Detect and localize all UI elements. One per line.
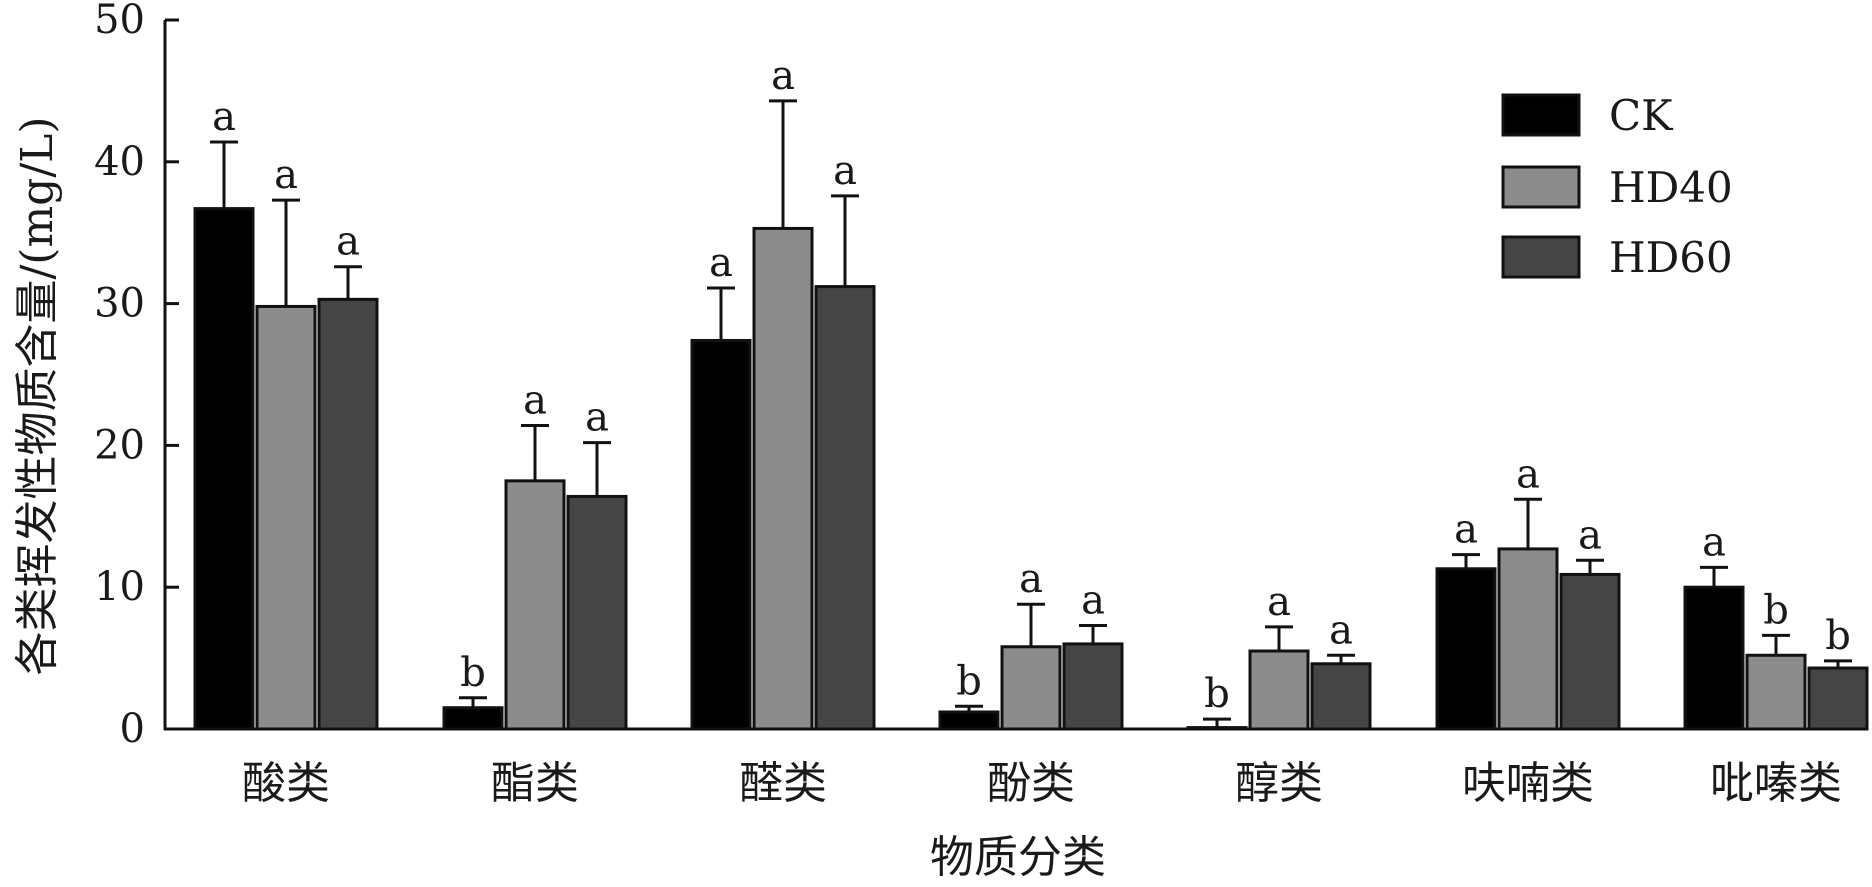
significance-letter: a bbox=[585, 395, 609, 441]
bar bbox=[1497, 547, 1559, 731]
y-axis-title: 各类挥发性物质含量/(mg/L) bbox=[12, 116, 63, 675]
significance-letter: b bbox=[1763, 587, 1789, 633]
bar bbox=[1062, 642, 1124, 731]
x-tick-label: 醛类 bbox=[739, 758, 827, 809]
bar bbox=[1186, 726, 1248, 731]
significance-letter: b bbox=[460, 650, 486, 696]
bar bbox=[566, 494, 628, 731]
significance-letter: b bbox=[1204, 671, 1230, 717]
y-tick-label: 20 bbox=[94, 422, 145, 468]
significance-letter: a bbox=[1267, 579, 1291, 625]
y-tick-label: 30 bbox=[94, 281, 145, 327]
bar bbox=[690, 338, 752, 731]
significance-letter: a bbox=[1702, 519, 1726, 565]
legend-swatch bbox=[1501, 93, 1581, 137]
x-tick-label: 吡嗪类 bbox=[1710, 758, 1842, 809]
x-tick-label: 呋喃类 bbox=[1462, 758, 1594, 809]
bar bbox=[938, 710, 1000, 731]
significance-letter: a bbox=[1454, 507, 1478, 553]
bar bbox=[255, 304, 317, 731]
bar bbox=[193, 207, 255, 731]
bar bbox=[1310, 662, 1372, 731]
significance-letter: b bbox=[1825, 613, 1851, 659]
legend-label: HD40 bbox=[1609, 163, 1733, 212]
y-tick-label: 10 bbox=[94, 564, 145, 610]
significance-letter: a bbox=[1578, 512, 1602, 558]
significance-letter: b bbox=[956, 658, 982, 704]
significance-letter: a bbox=[336, 219, 360, 265]
x-tick-label: 醇类 bbox=[1235, 758, 1323, 809]
bar bbox=[1559, 572, 1621, 731]
legend-swatch bbox=[1501, 165, 1581, 209]
bar bbox=[317, 297, 379, 731]
significance-letter: a bbox=[1329, 607, 1353, 653]
legend-label: HD60 bbox=[1609, 233, 1733, 282]
bar bbox=[814, 285, 876, 731]
bar bbox=[752, 226, 814, 731]
significance-letter: a bbox=[1516, 451, 1540, 497]
x-tick-label: 酚类 bbox=[987, 758, 1075, 809]
significance-letter: a bbox=[212, 94, 236, 140]
legend: CK HD40 HD60 bbox=[1501, 91, 1733, 282]
y-tick-label: 40 bbox=[94, 139, 145, 185]
bar bbox=[1000, 645, 1062, 731]
x-axis-title: 物质分类 bbox=[930, 832, 1106, 883]
significance-letter: a bbox=[1019, 556, 1043, 602]
bar bbox=[1807, 666, 1869, 731]
significance-letter: a bbox=[771, 53, 795, 99]
bar bbox=[504, 479, 566, 731]
y-ticks: 0 10 20 30 40 50 bbox=[94, 0, 179, 752]
x-tick-label: 酯类 bbox=[491, 758, 579, 809]
legend-swatch bbox=[1501, 235, 1581, 279]
significance-letter: a bbox=[1081, 577, 1105, 623]
significance-letter: a bbox=[709, 240, 733, 286]
y-tick-label: 0 bbox=[120, 706, 145, 752]
bar bbox=[1683, 585, 1745, 731]
significance-letter: a bbox=[274, 152, 298, 198]
x-tick-label: 酸类 bbox=[242, 758, 330, 809]
significance-letter: a bbox=[523, 378, 547, 424]
bar bbox=[1248, 649, 1310, 731]
x-tick-labels: 酸类 酯类 醛类 酚类 醇类 呋喃类 吡嗪类 bbox=[242, 758, 1842, 809]
bar bbox=[1435, 567, 1497, 731]
bar bbox=[442, 706, 504, 731]
bar bbox=[1745, 653, 1807, 731]
y-tick-label: 50 bbox=[94, 0, 145, 43]
significance-letter: a bbox=[833, 148, 857, 194]
legend-label: CK bbox=[1609, 91, 1674, 140]
